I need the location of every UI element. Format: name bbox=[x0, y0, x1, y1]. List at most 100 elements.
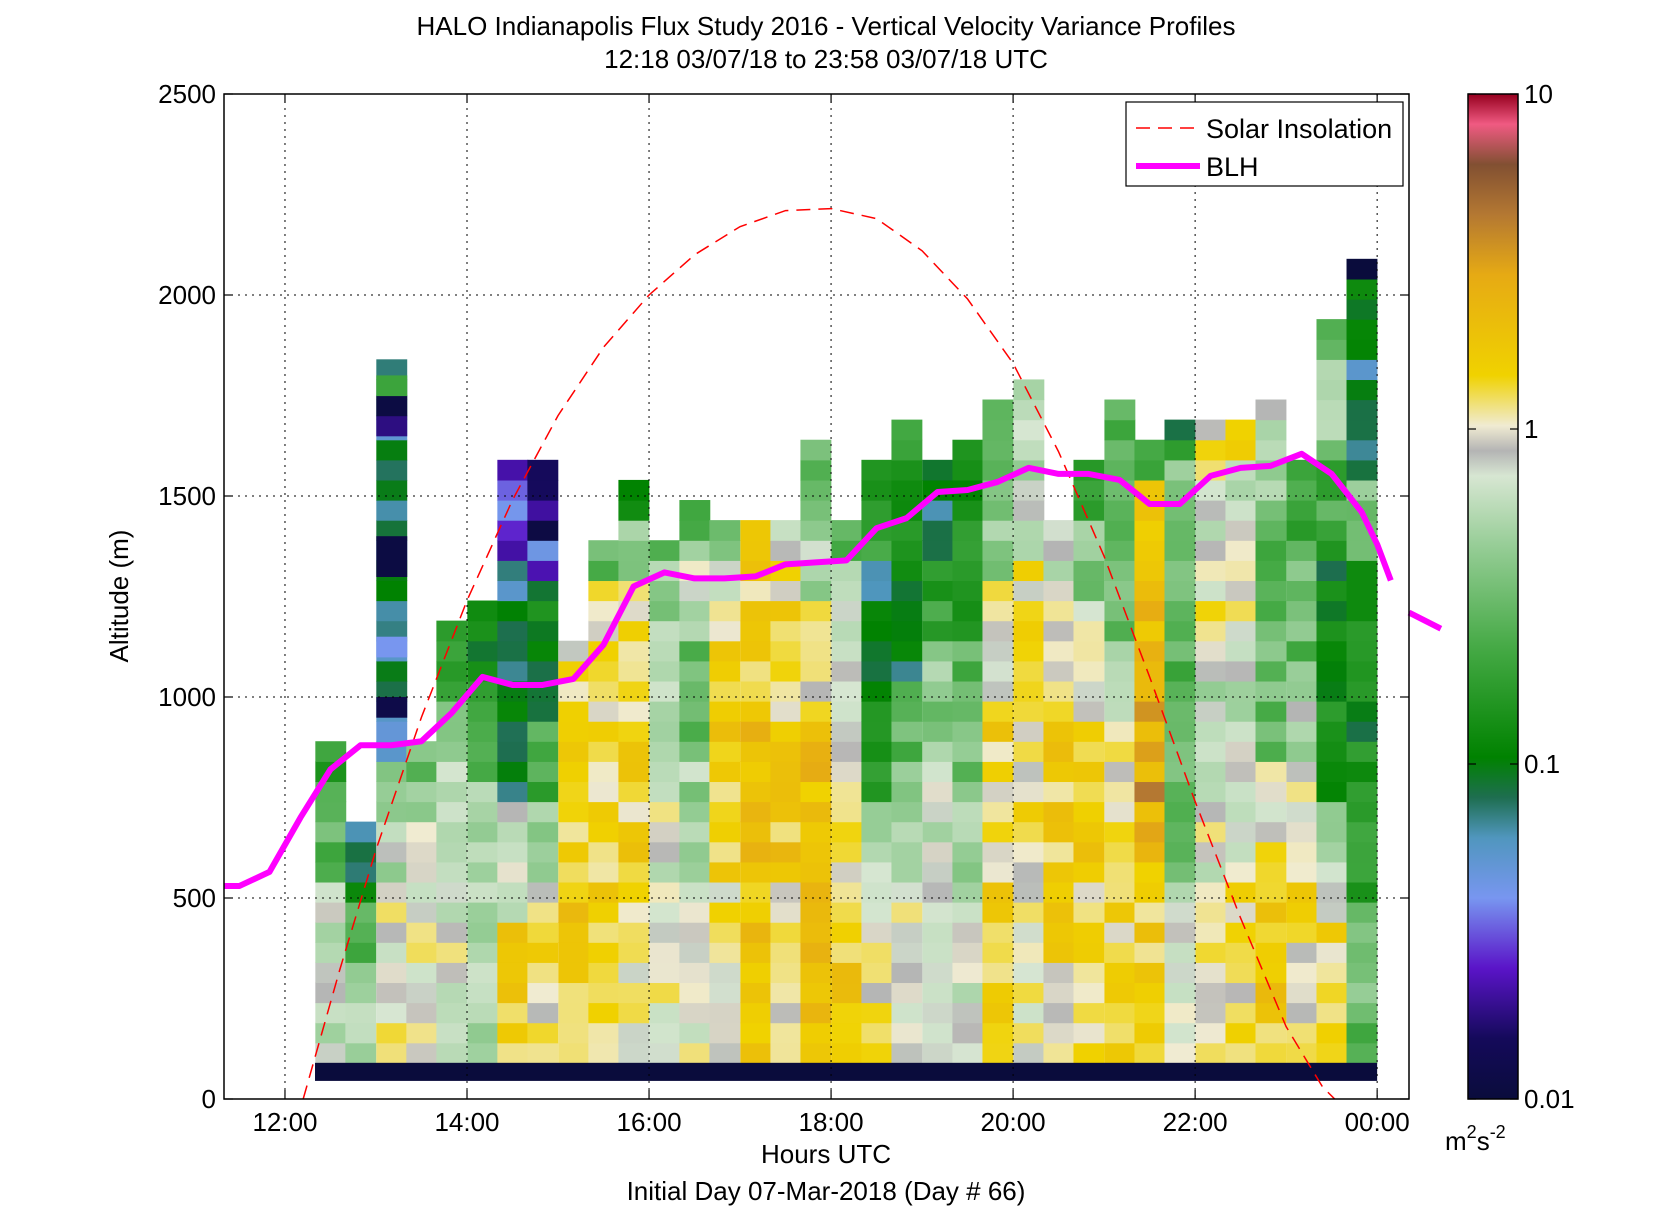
heatmap-cell bbox=[376, 620, 408, 642]
heatmap-cell bbox=[1316, 560, 1348, 582]
heatmap-cell bbox=[1104, 962, 1136, 984]
heatmap-cell bbox=[1225, 821, 1257, 843]
heatmap-cell bbox=[618, 821, 650, 843]
heatmap-cell bbox=[406, 761, 438, 783]
heatmap-cell bbox=[861, 620, 893, 642]
heatmap-cell bbox=[1164, 821, 1196, 843]
heatmap-cell bbox=[467, 1042, 499, 1064]
heatmap-cell bbox=[1255, 680, 1287, 702]
heatmap-cell bbox=[1073, 801, 1105, 823]
heatmap-cell bbox=[679, 680, 711, 702]
heatmap-cell bbox=[1195, 540, 1227, 561]
heatmap-cell bbox=[1255, 861, 1287, 883]
heatmap-cell bbox=[891, 1042, 923, 1064]
heatmap-cell bbox=[1104, 620, 1136, 642]
heatmap-cell bbox=[1195, 982, 1227, 1004]
heatmap-cell bbox=[527, 640, 559, 662]
heatmap-cell bbox=[1286, 942, 1318, 963]
heatmap-cell bbox=[527, 922, 559, 943]
heatmap-cell bbox=[406, 1022, 438, 1044]
heatmap-cell bbox=[1013, 399, 1045, 421]
heatmap-cell bbox=[649, 982, 681, 1004]
heatmap-cell bbox=[1043, 801, 1075, 823]
heatmap-cell bbox=[527, 741, 559, 762]
heatmap-cell bbox=[982, 881, 1014, 903]
heatmap-cell bbox=[1104, 841, 1136, 863]
heatmap-cell bbox=[376, 395, 408, 417]
heatmap-cell bbox=[649, 660, 681, 682]
heatmap-cell bbox=[831, 801, 863, 823]
heatmap-cell bbox=[709, 721, 741, 742]
heatmap-cell bbox=[1073, 660, 1105, 682]
heatmap-cell bbox=[1286, 600, 1318, 622]
heatmap-cell bbox=[1043, 620, 1075, 642]
heatmap-cell bbox=[588, 962, 620, 984]
heatmap-cell bbox=[1073, 982, 1105, 1004]
heatmap-cell bbox=[315, 841, 347, 863]
heatmap-cell bbox=[497, 861, 529, 883]
heatmap-cell bbox=[770, 922, 802, 943]
heatmap-cell bbox=[891, 861, 923, 883]
heatmap-cell bbox=[1134, 942, 1166, 963]
heatmap-cell bbox=[558, 761, 590, 783]
heatmap-cell bbox=[1255, 479, 1287, 501]
series-solar-insolation bbox=[302, 207, 1336, 1099]
heatmap-cell bbox=[740, 680, 772, 702]
heatmap-cell bbox=[740, 982, 772, 1004]
heatmap-cell bbox=[952, 741, 984, 762]
heatmap-cell bbox=[649, 881, 681, 903]
heatmap-cell bbox=[376, 500, 408, 521]
heatmap-cell bbox=[800, 1002, 832, 1024]
heatmap-cell bbox=[1134, 902, 1166, 923]
heatmap-cell bbox=[1073, 479, 1105, 501]
heatmap-cell bbox=[1164, 761, 1196, 783]
colorbar-tick-label: 10 bbox=[1524, 79, 1553, 109]
heatmap-cell bbox=[982, 962, 1014, 984]
heatmap-cell bbox=[527, 1022, 559, 1044]
heatmap-cell bbox=[831, 942, 863, 963]
heatmap-cell bbox=[467, 741, 499, 762]
heatmap-cell bbox=[1346, 721, 1378, 742]
heatmap-cell bbox=[1073, 600, 1105, 622]
heatmap-cell bbox=[1225, 922, 1257, 943]
heatmap-cell bbox=[709, 1042, 741, 1064]
heatmap-cell bbox=[861, 821, 893, 843]
heatmap-cell bbox=[1255, 841, 1287, 863]
heatmap-cell bbox=[1286, 861, 1318, 883]
heatmap-cell bbox=[315, 881, 347, 903]
heatmap-cell bbox=[952, 540, 984, 561]
heatmap-cell bbox=[1073, 781, 1105, 803]
heatmap-cell bbox=[1225, 761, 1257, 783]
heatmap-cell bbox=[1346, 701, 1378, 722]
heatmap-cell bbox=[1013, 640, 1045, 662]
heatmap-cell bbox=[467, 1022, 499, 1044]
heatmap-cell bbox=[891, 620, 923, 642]
heatmap-cell bbox=[952, 841, 984, 863]
heatmap-cell bbox=[1104, 761, 1136, 783]
heatmap-cell bbox=[345, 922, 377, 943]
heatmap-cell bbox=[558, 881, 590, 903]
heatmap-cell bbox=[1286, 922, 1318, 943]
series-blh-tail bbox=[1407, 609, 1443, 632]
heatmap-cell bbox=[1013, 560, 1045, 582]
heatmap-cell bbox=[861, 942, 893, 963]
heatmap-cell bbox=[497, 741, 529, 762]
heatmap-cell bbox=[709, 660, 741, 682]
heatmap-cell bbox=[679, 841, 711, 863]
heatmap-cell bbox=[527, 500, 559, 521]
heatmap-cell bbox=[1346, 359, 1378, 381]
heatmap-cell bbox=[1073, 1022, 1105, 1044]
heatmap-cell bbox=[376, 359, 408, 381]
heatmap-cell bbox=[952, 1022, 984, 1044]
heatmap-cell bbox=[740, 761, 772, 783]
heatmap-cell bbox=[891, 982, 923, 1004]
heatmap-cell bbox=[861, 861, 893, 883]
heatmap-cell bbox=[800, 741, 832, 762]
heatmap-cell bbox=[1073, 540, 1105, 561]
heatmap-cell bbox=[982, 680, 1014, 702]
heatmap-cell bbox=[1316, 962, 1348, 984]
heatmap-cell bbox=[1286, 660, 1318, 682]
heatmap-cell bbox=[1073, 761, 1105, 783]
heatmap-cell bbox=[618, 741, 650, 762]
heatmap-cell bbox=[1104, 419, 1136, 441]
